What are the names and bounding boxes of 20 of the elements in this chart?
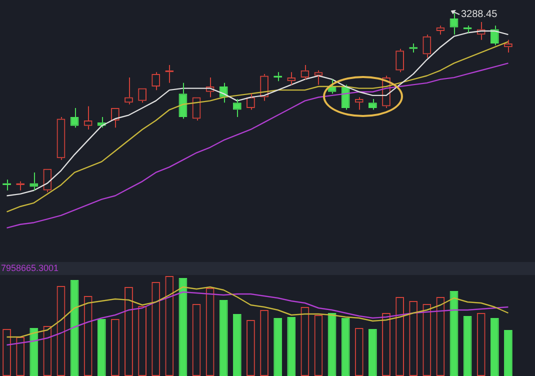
candlestick [341,84,350,110]
bar [328,313,336,376]
candlestick [30,172,38,191]
bar [450,291,458,376]
annotation: 3288.45 [461,9,498,21]
bar [287,317,296,376]
text: 7958665.3001 [1,263,59,273]
bar [70,280,79,376]
bar [463,316,472,376]
bar [97,319,106,376]
bar [30,328,38,376]
bar [219,300,228,376]
bar [341,318,350,376]
bar [504,330,512,376]
bar [274,318,282,376]
candlestick [490,25,499,46]
bar [178,278,188,376]
bar [490,318,499,376]
bar [368,329,377,376]
bar [232,314,242,376]
